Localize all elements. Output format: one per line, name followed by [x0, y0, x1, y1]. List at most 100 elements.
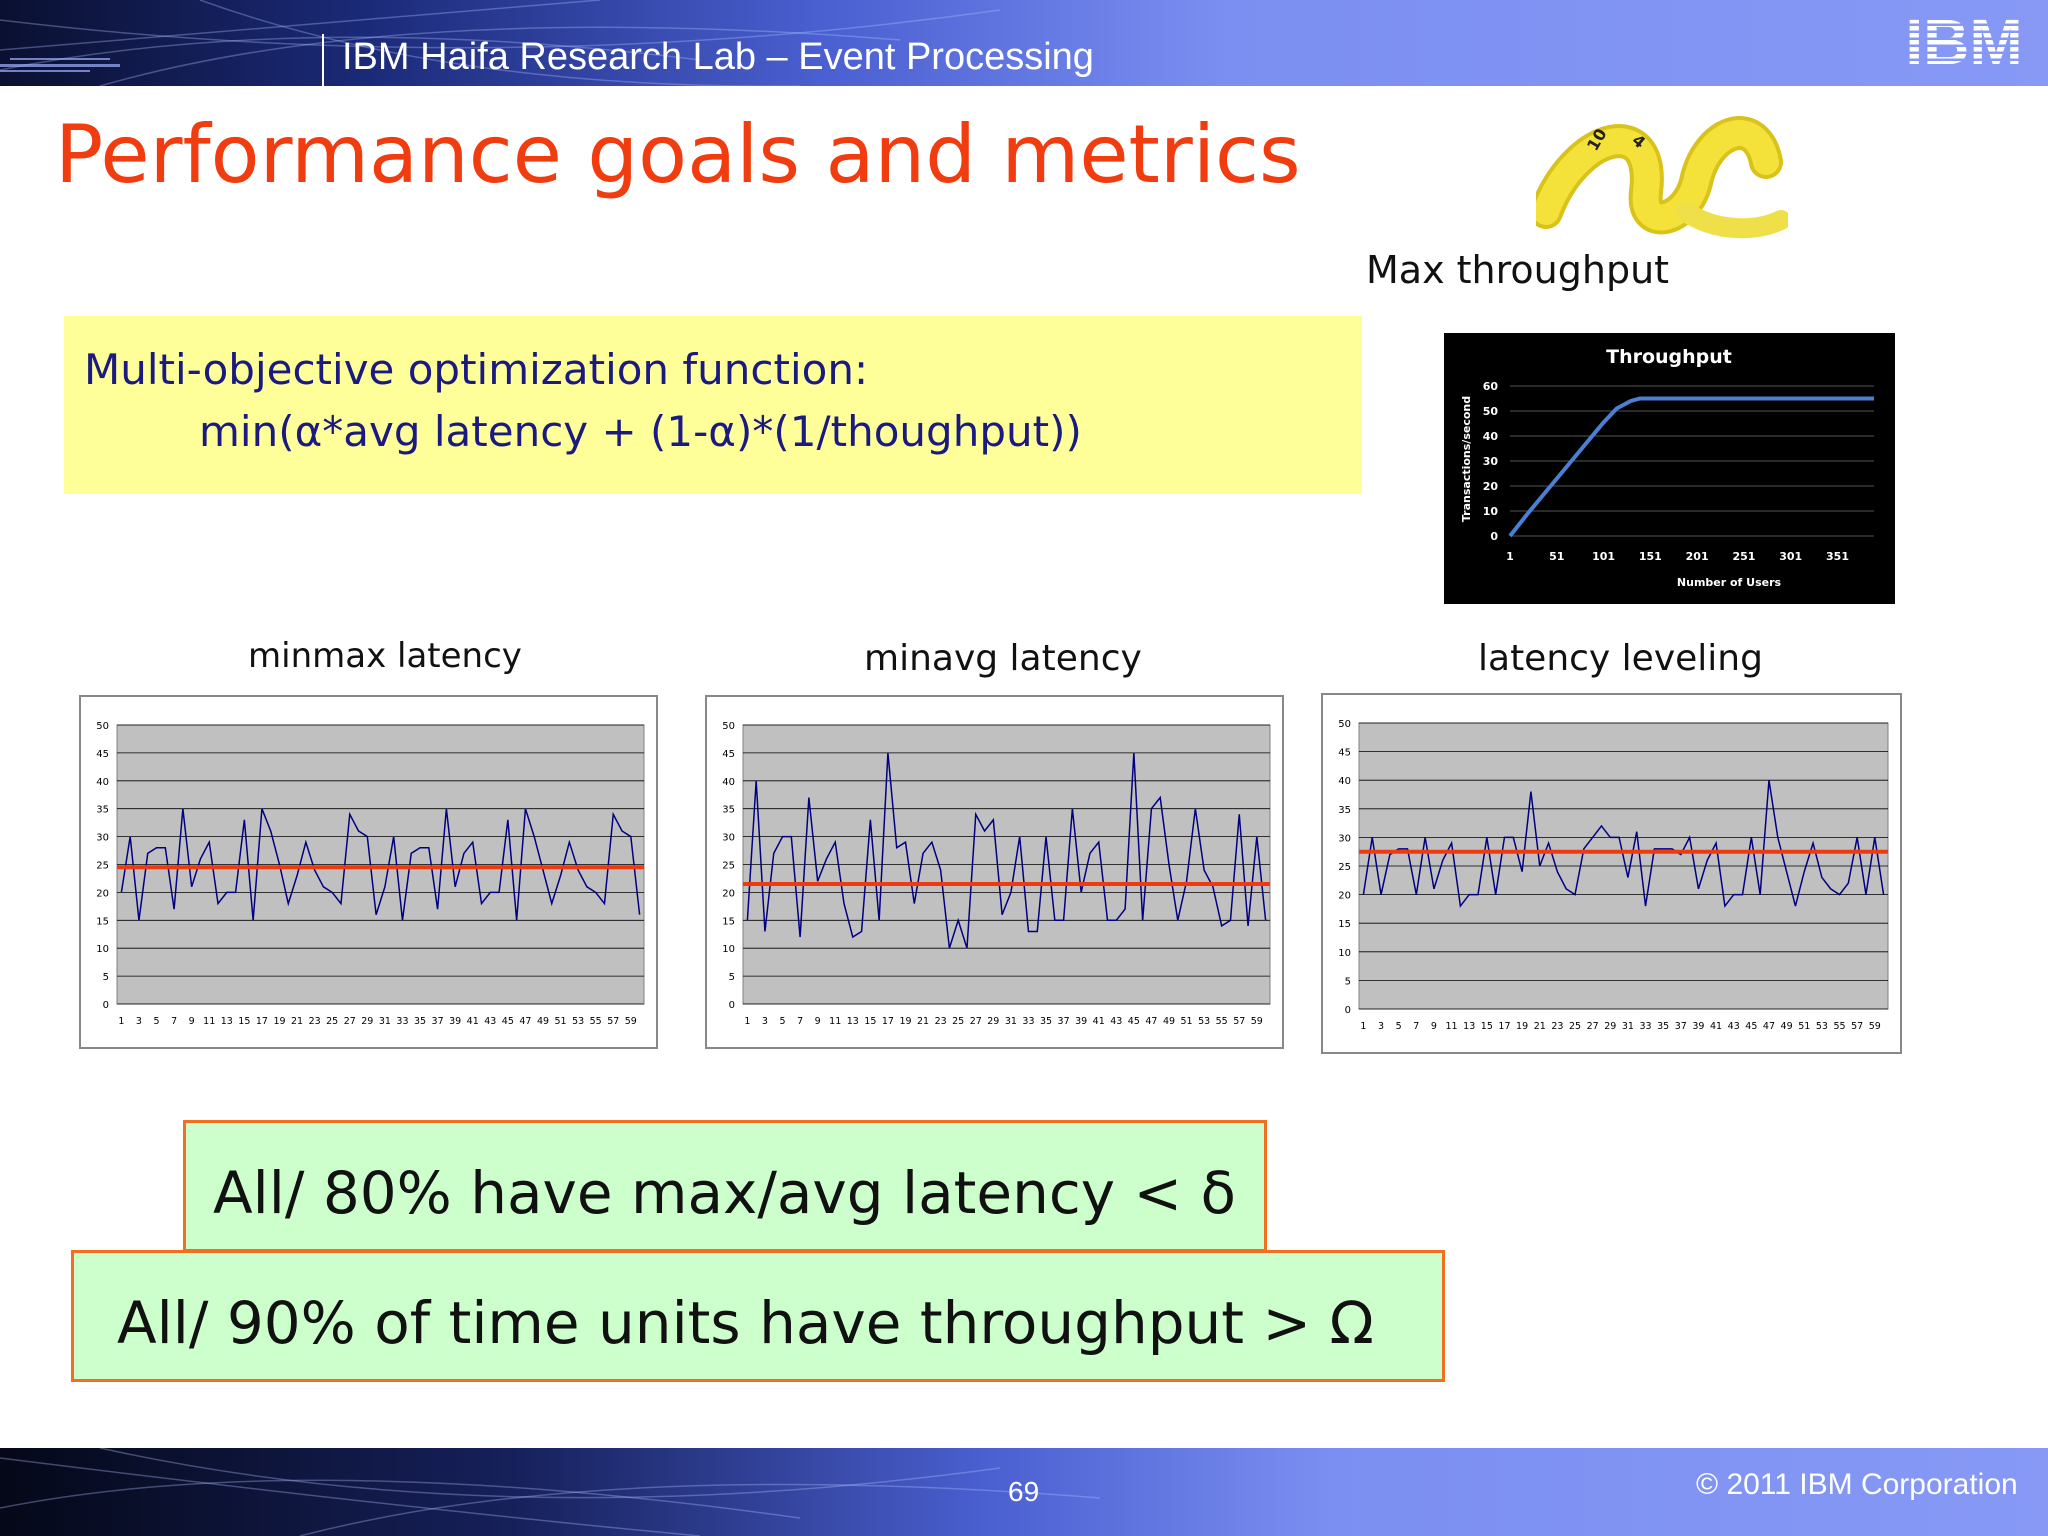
throughput-x-tick: 51 — [1549, 550, 1564, 563]
y-tick-label: 5 — [729, 972, 735, 983]
x-tick-label: 57 — [607, 1016, 619, 1027]
x-tick-label: 27 — [344, 1016, 356, 1027]
x-tick-label: 13 — [1463, 1021, 1475, 1032]
y-tick-label: 0 — [1345, 1005, 1351, 1016]
x-tick-label: 55 — [1216, 1016, 1228, 1027]
y-tick-label: 10 — [96, 944, 109, 955]
x-tick-label: 3 — [1378, 1021, 1384, 1032]
throughput-y-tick: 10 — [1483, 505, 1499, 518]
x-tick-label: 49 — [1163, 1016, 1175, 1027]
y-tick-label: 30 — [722, 833, 735, 844]
x-tick-label: 11 — [203, 1016, 215, 1027]
x-tick-label: 23 — [309, 1016, 321, 1027]
x-tick-label: 37 — [1675, 1021, 1687, 1032]
x-tick-label: 43 — [1110, 1016, 1122, 1027]
throughput-x-tick: 201 — [1686, 550, 1709, 563]
throughput-x-tick: 1 — [1506, 550, 1514, 563]
throughput-y-tick: 50 — [1483, 405, 1499, 418]
x-tick-label: 41 — [1093, 1016, 1105, 1027]
x-tick-label: 15 — [1481, 1021, 1493, 1032]
x-tick-label: 59 — [625, 1016, 637, 1027]
copyright: © 2011 IBM Corporation — [1696, 1468, 2018, 1501]
y-tick-label: 0 — [103, 1000, 109, 1011]
x-tick-label: 51 — [555, 1016, 567, 1027]
x-tick-label: 51 — [1798, 1021, 1810, 1032]
y-tick-label: 50 — [1338, 719, 1351, 730]
y-tick-label: 15 — [722, 916, 735, 927]
x-tick-label: 25 — [1569, 1021, 1581, 1032]
x-tick-label: 45 — [1745, 1021, 1757, 1032]
y-tick-label: 50 — [722, 721, 735, 732]
x-tick-label: 35 — [414, 1016, 426, 1027]
x-tick-label: 51 — [1181, 1016, 1193, 1027]
y-tick-label: 25 — [1338, 862, 1351, 873]
y-tick-label: 25 — [722, 861, 735, 872]
y-tick-label: 5 — [1345, 976, 1351, 987]
x-tick-label: 41 — [1710, 1021, 1722, 1032]
throughput-y-tick: 40 — [1483, 430, 1499, 443]
y-tick-label: 35 — [96, 805, 109, 816]
x-tick-label: 29 — [1604, 1021, 1616, 1032]
y-tick-label: 35 — [1338, 805, 1351, 816]
y-tick-label: 50 — [96, 721, 109, 732]
x-tick-label: 39 — [1075, 1016, 1087, 1027]
ibm-logo-text: IBM — [1905, 12, 2022, 68]
x-tick-label: 59 — [1251, 1016, 1263, 1027]
x-tick-label: 19 — [1516, 1021, 1528, 1032]
x-tick-label: 31 — [1005, 1016, 1017, 1027]
x-tick-label: 37 — [1058, 1016, 1070, 1027]
x-tick-label: 3 — [762, 1016, 768, 1027]
x-tick-label: 39 — [449, 1016, 461, 1027]
page-number: 69 — [1008, 1476, 1040, 1507]
x-tick-label: 11 — [829, 1016, 841, 1027]
formula-expression: min(α*avg latency + (1-α)*(1/thoughput)) — [199, 407, 1082, 456]
measuring-tape-image: 10 4 — [1536, 92, 1788, 240]
x-tick-label: 9 — [1431, 1021, 1437, 1032]
latency-chart-title-2: minavg latency — [864, 638, 1142, 679]
x-tick-label: 49 — [537, 1016, 549, 1027]
x-tick-label: 47 — [519, 1016, 531, 1027]
throughput-chart-title: Throughput — [1606, 346, 1732, 368]
x-tick-label: 5 — [780, 1016, 786, 1027]
x-tick-label: 57 — [1233, 1016, 1245, 1027]
x-tick-label: 43 — [1728, 1021, 1740, 1032]
x-tick-label: 27 — [1587, 1021, 1599, 1032]
x-tick-label: 7 — [1413, 1021, 1419, 1032]
throughput-y-tick: 0 — [1490, 530, 1498, 543]
x-tick-label: 39 — [1692, 1021, 1704, 1032]
x-tick-label: 15 — [864, 1016, 876, 1027]
x-tick-label: 1 — [1360, 1021, 1366, 1032]
x-tick-label: 41 — [467, 1016, 479, 1027]
max-throughput-label: Max throughput — [1366, 248, 1670, 292]
throughput-x-tick: 351 — [1826, 550, 1849, 563]
formula-heading: Multi-objective optimization function: — [84, 345, 869, 394]
header-separator — [322, 34, 324, 86]
throughput-y-tick: 60 — [1483, 380, 1499, 393]
throughput-chart-y-label: Transactions/second — [1460, 396, 1473, 522]
x-tick-label: 33 — [1639, 1021, 1651, 1032]
x-tick-label: 7 — [797, 1016, 803, 1027]
x-tick-label: 45 — [1128, 1016, 1140, 1027]
throughput-series-line — [1508, 396, 1874, 538]
x-tick-label: 15 — [238, 1016, 250, 1027]
latency-chart-title-1: minmax latency — [248, 636, 522, 676]
y-tick-label: 45 — [1338, 748, 1351, 759]
y-tick-label: 20 — [722, 888, 735, 899]
header-bar: IBM Haifa Research Lab – Event Processin… — [0, 0, 2048, 86]
footer-bar — [0, 1448, 2048, 1536]
x-tick-label: 47 — [1763, 1021, 1775, 1032]
x-tick-label: 7 — [171, 1016, 177, 1027]
x-tick-label: 13 — [847, 1016, 859, 1027]
throughput-y-tick: 30 — [1483, 455, 1499, 468]
x-tick-label: 53 — [1198, 1016, 1210, 1027]
x-tick-label: 1 — [744, 1016, 750, 1027]
throughput-goal-box: All/ 90% of time units have throughput >… — [71, 1250, 1445, 1382]
y-tick-label: 25 — [96, 861, 109, 872]
y-tick-label: 15 — [96, 916, 109, 927]
x-tick-label: 17 — [882, 1016, 894, 1027]
throughput-x-tick: 101 — [1592, 550, 1615, 563]
x-tick-label: 11 — [1446, 1021, 1458, 1032]
x-tick-label: 5 — [1396, 1021, 1402, 1032]
